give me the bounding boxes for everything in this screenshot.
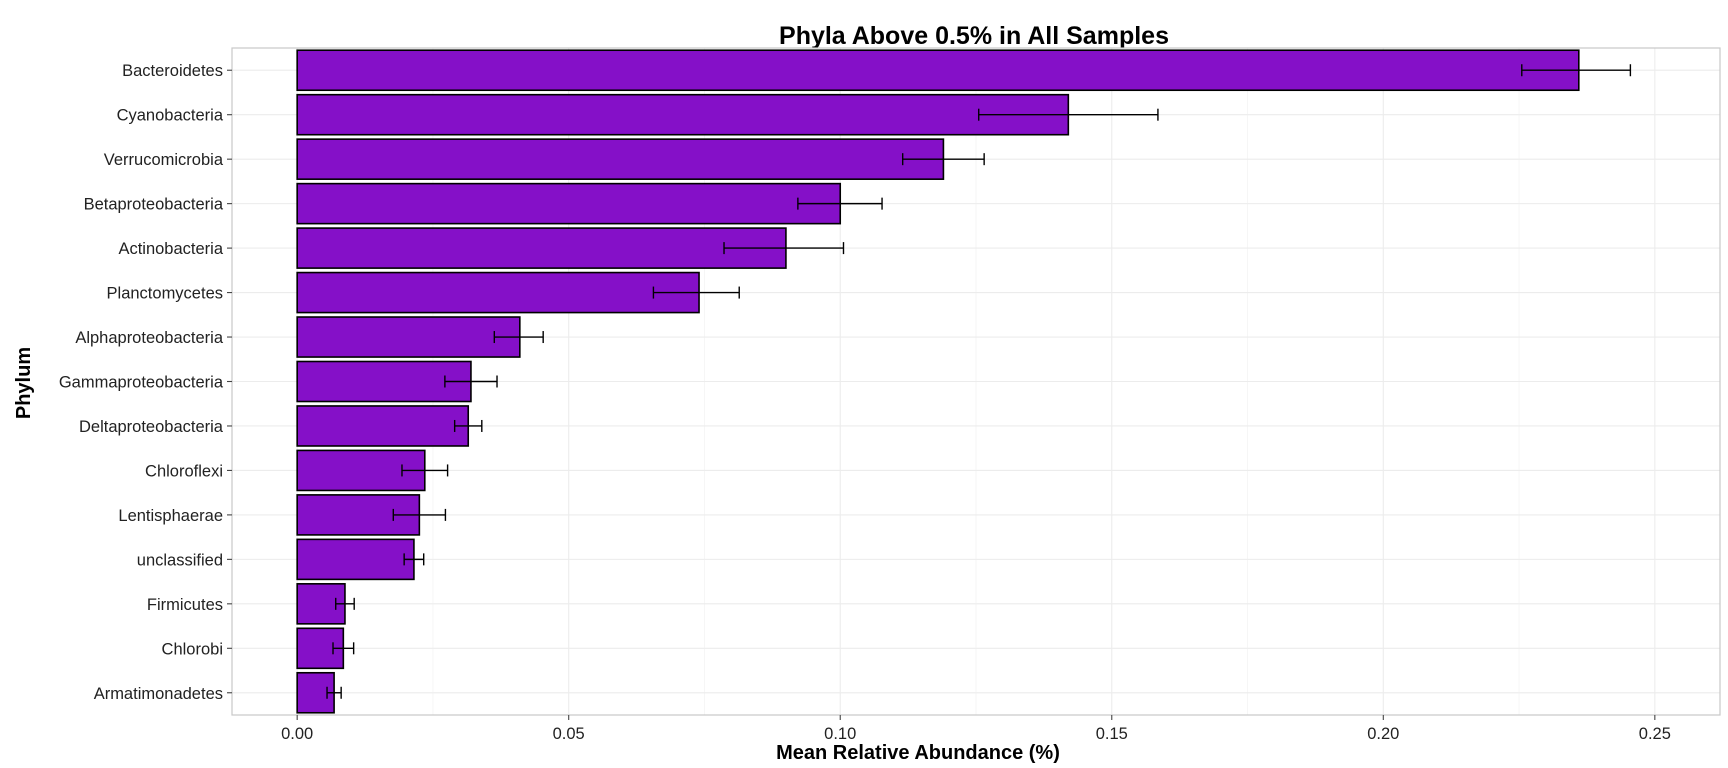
x-tick-label: 0.10: [824, 725, 856, 743]
y-tick-label: Betaproteobacteria: [84, 196, 224, 214]
bar-gammaproteobacteria: [296, 360, 472, 403]
x-tick-label: 0.05: [553, 725, 585, 743]
bar-deltaproteobacteria: [296, 405, 470, 447]
error-bar-chlorobi: [332, 642, 355, 655]
y-tick-label: Deltaproteobacteria: [79, 418, 224, 436]
error-bar-gammaproteobacteria: [444, 375, 498, 388]
y-tick-label: Planctomycetes: [107, 285, 223, 303]
error-bar-deltaproteobacteria: [453, 419, 483, 432]
x-axis-title: Mean Relative Abundance (%): [776, 742, 1060, 764]
plot-panel: [231, 47, 1721, 716]
error-bars: [326, 64, 1632, 699]
y-tick-label: Alphaproteobacteria: [75, 329, 224, 347]
bar-chloroflexi: [296, 449, 426, 492]
x-tick-label: 0.25: [1639, 725, 1671, 743]
x-tick-label: 0.20: [1367, 725, 1399, 743]
bar-verrucomicrobia: [296, 138, 945, 180]
error-bar-bacteroidetes: [1521, 64, 1632, 77]
error-bar-lentisphaerae: [392, 508, 447, 521]
bar-cyanobacteria: [296, 93, 1070, 136]
error-bar-betaproteobacteria: [797, 197, 883, 210]
error-bar-chloroflexi: [401, 464, 449, 477]
y-tick-label: Gammaproteobacteria: [59, 374, 224, 392]
error-bar-alphaproteobacteria: [493, 331, 544, 344]
error-bar-actinobacteria: [723, 242, 845, 255]
error-bar-verrucomicrobia: [901, 153, 985, 166]
major-gridlines: [232, 48, 1720, 715]
y-tick-label: Cyanobacteria: [117, 107, 224, 125]
x-tick-label: 0.00: [281, 725, 313, 743]
error-bar-planctomycetes: [652, 286, 740, 299]
y-tick-label: Verrucomicrobia: [104, 151, 224, 169]
error-bar-unclassified: [403, 553, 425, 566]
bar-alphaproteobacteria: [296, 316, 521, 358]
y-axis: Bacteroidetes Cyanobacteria Verrucomicrobi…: [59, 62, 232, 703]
bar-unclassified: [296, 538, 415, 581]
error-bar-cyanobacteria: [978, 108, 1159, 121]
y-axis-title: Phylum: [13, 347, 35, 419]
bar-betaproteobacteria: [296, 182, 842, 225]
chart-title: Phyla Above 0.5% in All Samples: [779, 22, 1169, 50]
y-tick-label: Chlorobi: [162, 640, 223, 658]
y-tick-label: Firmicutes: [147, 596, 223, 614]
y-tick-label: Chloroflexi: [145, 462, 223, 480]
bars: [296, 49, 1580, 714]
error-bar-firmicutes: [335, 597, 355, 610]
error-bar-armatimonadetes: [326, 686, 342, 699]
bar-actinobacteria: [296, 227, 787, 269]
y-tick-label: Actinobacteria: [118, 240, 223, 258]
x-axis: 0.00 0.05 0.10 0.15 0.20 0.25: [281, 715, 1671, 743]
y-tick-label: Lentisphaerae: [118, 507, 223, 525]
x-tick-label: 0.15: [1096, 725, 1128, 743]
bar-planctomycetes: [296, 271, 700, 314]
y-tick-label: unclassified: [137, 551, 223, 569]
y-tick-label: Armatimonadetes: [94, 685, 223, 703]
bar-bacteroidetes: [296, 49, 1580, 92]
y-tick-label: Bacteroidetes: [122, 62, 223, 80]
